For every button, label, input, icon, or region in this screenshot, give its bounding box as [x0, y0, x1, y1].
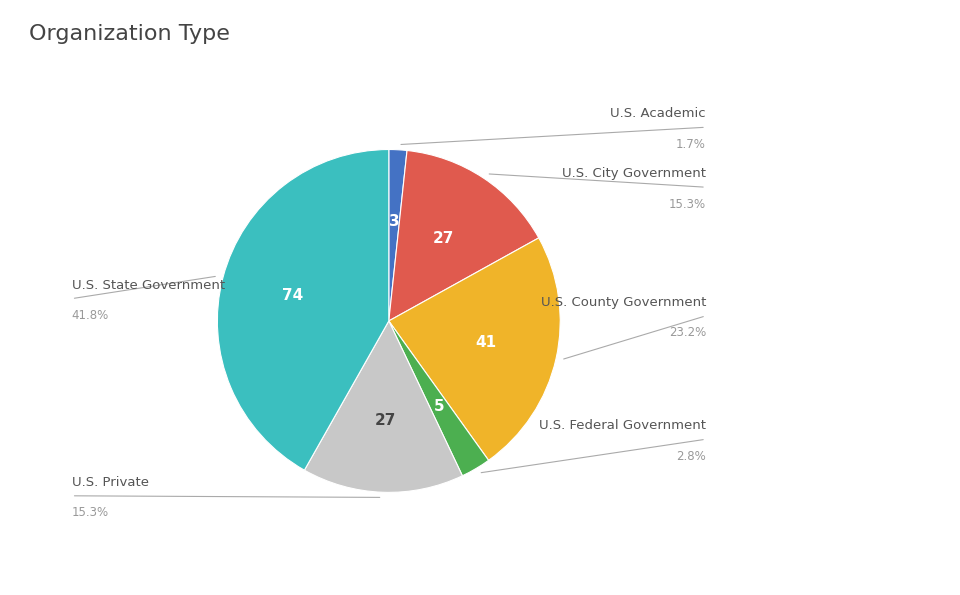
Text: 15.3%: 15.3% [669, 198, 706, 211]
Wedge shape [389, 321, 489, 476]
Text: Organization Type: Organization Type [29, 24, 229, 44]
Text: U.S. County Government: U.S. County Government [540, 296, 706, 309]
Wedge shape [304, 321, 463, 493]
Text: U.S. Academic: U.S. Academic [611, 107, 706, 120]
Text: 41.8%: 41.8% [72, 309, 108, 322]
Text: U.S. State Government: U.S. State Government [72, 279, 225, 292]
Text: 41: 41 [475, 336, 496, 350]
Text: U.S. Private: U.S. Private [72, 476, 149, 489]
Wedge shape [217, 149, 389, 470]
Text: 27: 27 [433, 231, 454, 246]
Text: 3: 3 [389, 214, 399, 229]
Wedge shape [389, 238, 561, 461]
Text: 1.7%: 1.7% [676, 137, 706, 151]
Text: U.S. City Government: U.S. City Government [562, 167, 706, 180]
Text: 5: 5 [434, 399, 444, 414]
Text: 2.8%: 2.8% [676, 449, 706, 462]
Wedge shape [389, 149, 407, 321]
Text: 15.3%: 15.3% [72, 506, 108, 519]
Text: 27: 27 [374, 413, 396, 428]
Text: U.S. Federal Government: U.S. Federal Government [539, 419, 706, 433]
Text: 74: 74 [282, 288, 303, 303]
Text: 23.2%: 23.2% [669, 326, 706, 339]
Wedge shape [389, 151, 539, 321]
